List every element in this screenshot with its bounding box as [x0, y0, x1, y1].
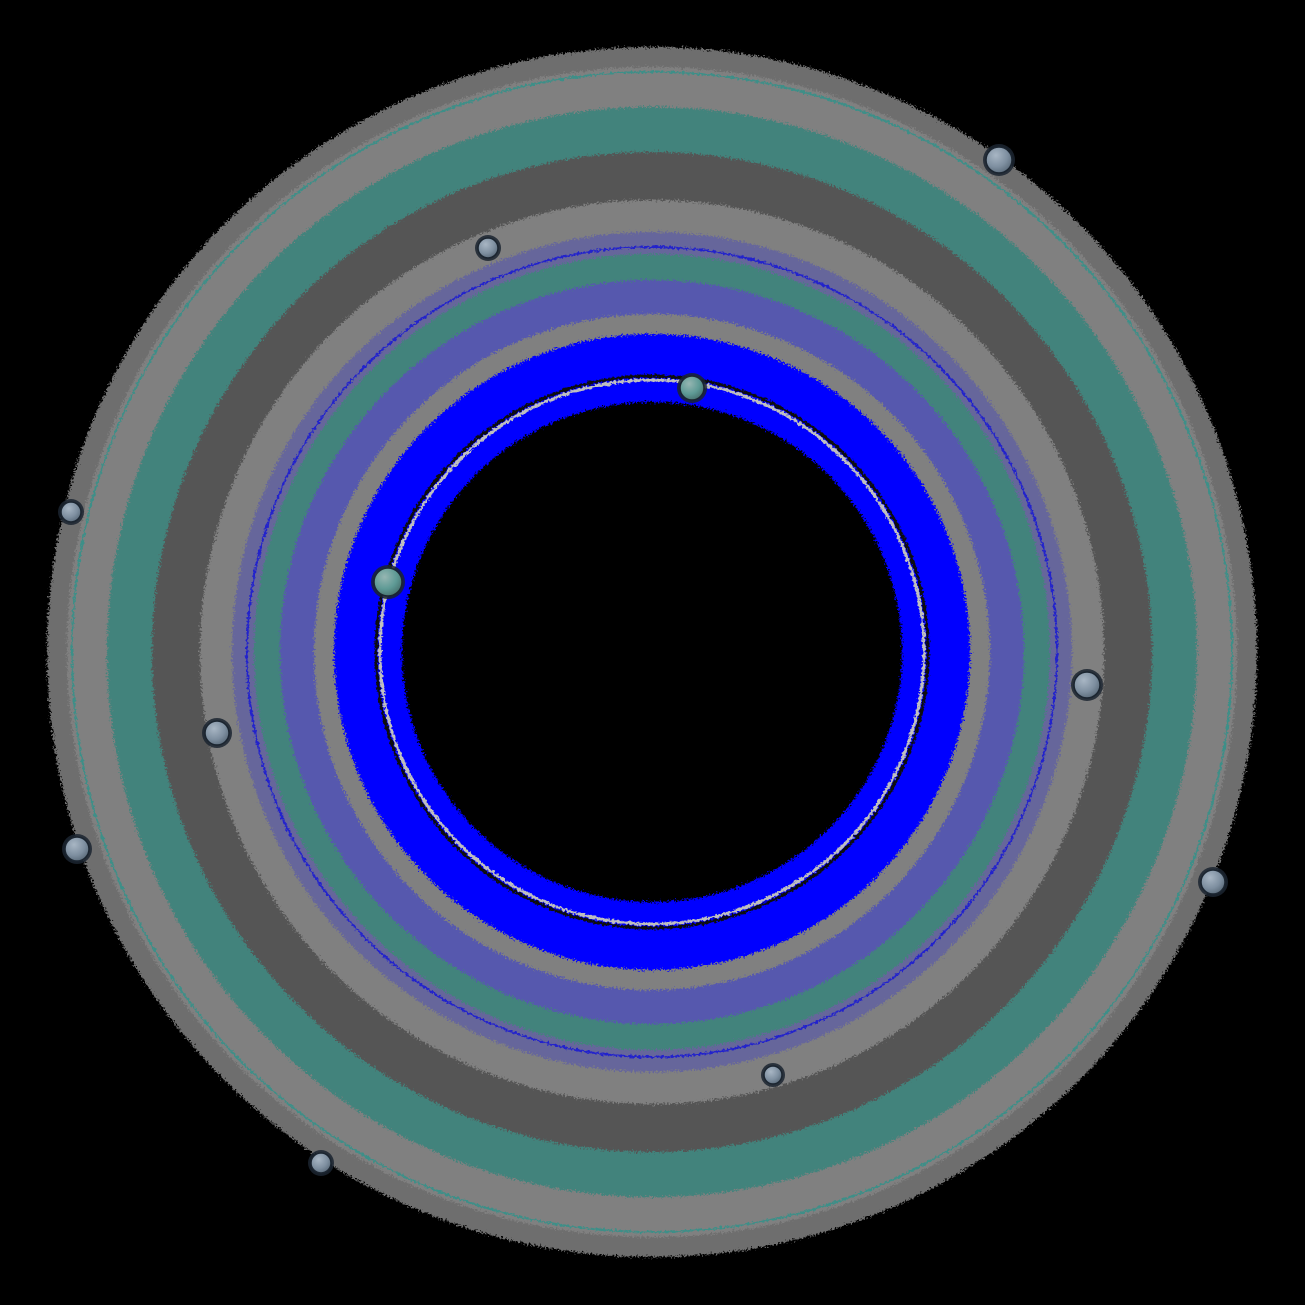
- marker-dot[interactable]: [202, 718, 232, 748]
- orbit-path-layer: [71, 71, 1233, 1233]
- marker-dot[interactable]: [475, 235, 501, 261]
- marker-dot-m5[interactable]: [373, 567, 403, 597]
- marker-dot-m6[interactable]: [1073, 671, 1101, 699]
- marker-dot[interactable]: [677, 373, 707, 403]
- marker-dot-m8[interactable]: [64, 836, 90, 862]
- marker-dot-m11[interactable]: [310, 1152, 332, 1174]
- marker-dot-m10[interactable]: [763, 1065, 783, 1085]
- marker-layer: [58, 144, 1228, 1176]
- orbit-path-orbit-mid: [246, 246, 1058, 1058]
- ring-band-core: [402, 402, 902, 902]
- marker-dot-m7[interactable]: [204, 720, 230, 746]
- marker-dot-m3[interactable]: [679, 375, 705, 401]
- marker-dot[interactable]: [761, 1063, 785, 1087]
- marker-dot[interactable]: [58, 499, 84, 525]
- marker-dot[interactable]: [1198, 867, 1228, 897]
- marker-dot[interactable]: [1071, 669, 1103, 701]
- orbit-path-orbit-outer: [71, 71, 1233, 1233]
- marker-dot-m2[interactable]: [477, 237, 499, 259]
- orbit-path-orbit-inner-shadow: [374, 374, 930, 930]
- marker-dot[interactable]: [308, 1150, 334, 1176]
- orbit-path-orbit-inner: [378, 378, 926, 926]
- marker-dot[interactable]: [983, 144, 1015, 176]
- marker-dot[interactable]: [371, 565, 405, 599]
- ring-band-layer: [47, 47, 1257, 1257]
- marker-dot[interactable]: [62, 834, 92, 864]
- marker-dot-m4[interactable]: [60, 501, 82, 523]
- marker-dot-m9[interactable]: [1200, 869, 1226, 895]
- marker-dot-m1[interactable]: [985, 146, 1013, 174]
